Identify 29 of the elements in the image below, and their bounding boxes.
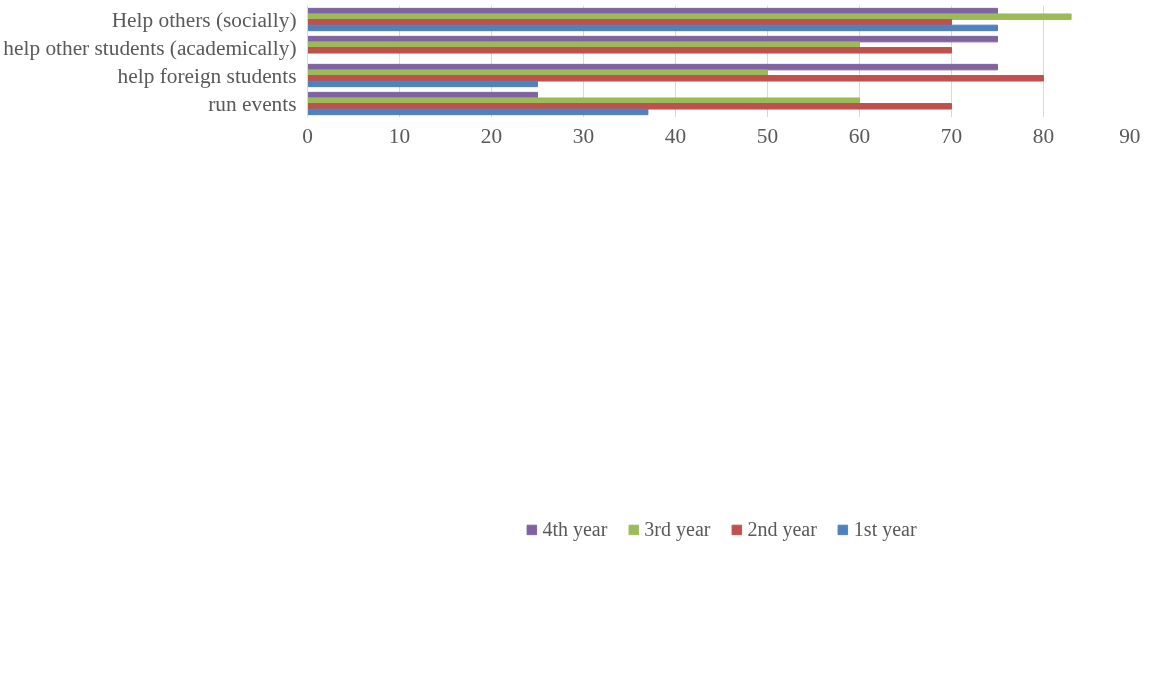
x-tick-label: 80 (1032, 123, 1055, 148)
bar (307, 69, 768, 76)
x-tick-label: 50 (756, 123, 779, 148)
bar (307, 108, 649, 116)
y-tick-label: Help others (socially) (111, 7, 297, 32)
bar (307, 75, 1044, 82)
bar (307, 97, 860, 104)
y-tick-label: run events (208, 91, 297, 116)
bar (307, 13, 1072, 20)
x-tick-label: 20 (480, 123, 503, 148)
legend-label: 3rd year (644, 517, 711, 541)
legend-label: 1st year (853, 517, 917, 541)
x-tick-label: 70 (940, 123, 963, 148)
bar (307, 80, 538, 88)
x-tick-label: 30 (572, 123, 595, 148)
bar (307, 47, 952, 54)
x-tick-label: 60 (848, 123, 871, 148)
x-tick-label: 10 (388, 123, 411, 148)
x-tick-label: 0 (302, 123, 313, 148)
y-tick-label: help foreign students (117, 63, 297, 88)
legend-label: 2nd year (747, 517, 817, 541)
x-tick-label: 90 (1119, 123, 1141, 148)
x-tick-label: 40 (664, 123, 687, 148)
y-tick-label: help other students (academically) (3, 35, 297, 60)
bar (307, 103, 952, 110)
bar (307, 24, 998, 32)
bar (307, 41, 860, 48)
bar (307, 19, 952, 26)
legend-label: 4th year (542, 517, 608, 541)
